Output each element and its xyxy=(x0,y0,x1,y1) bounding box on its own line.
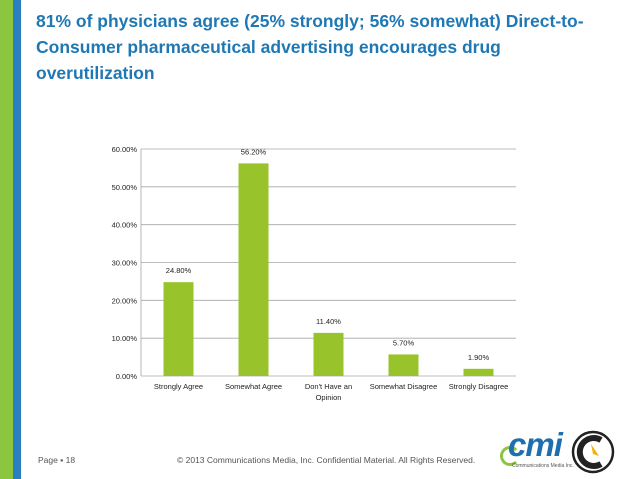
y-tick-label: 50.00% xyxy=(112,183,138,192)
y-tick-label: 10.00% xyxy=(112,334,138,343)
accent-bar-green xyxy=(0,0,13,479)
copyright-notice: © 2013 Communications Media, Inc. Confid… xyxy=(177,455,476,465)
cmi-logo-subtext: Communications Media Inc. xyxy=(512,463,574,469)
bar xyxy=(388,354,419,376)
y-tick-label: 30.00% xyxy=(112,259,138,268)
y-tick-label: 40.00% xyxy=(112,221,138,230)
cmi-logo-text: cmi xyxy=(508,426,563,463)
data-label: 24.80% xyxy=(166,266,192,275)
page-number: Page ▪ 18 xyxy=(38,455,76,465)
data-label: 5.70% xyxy=(393,338,415,347)
x-tick-label: Somewhat Disagree xyxy=(370,382,438,391)
x-tick-label: Strongly Agree xyxy=(154,382,203,391)
data-label: 1.90% xyxy=(468,353,490,362)
bar xyxy=(313,332,344,376)
y-tick-label: 0.00% xyxy=(116,372,138,381)
swoosh-icon xyxy=(500,446,520,466)
accent-bar-blue xyxy=(13,0,21,479)
y-tick-label: 20.00% xyxy=(112,296,138,305)
data-label: 56.20% xyxy=(241,147,267,156)
bar xyxy=(163,282,194,376)
x-tick-label: Strongly Disagree xyxy=(449,382,509,391)
x-tick-label: Opinion xyxy=(316,393,342,402)
slide-title: 81% of physicians agree (25% strongly; 5… xyxy=(36,11,584,83)
cmi-logo: cmi Communications Media Inc. xyxy=(498,426,574,472)
y-tick-label: 60.00% xyxy=(112,145,138,154)
compass-c-logo-icon xyxy=(571,430,615,474)
x-tick-label: Don't Have an xyxy=(305,382,352,391)
data-label: 11.40% xyxy=(316,317,341,326)
x-tick-label: Somewhat Agree xyxy=(225,382,282,391)
bar xyxy=(463,368,494,376)
bar xyxy=(238,163,269,376)
